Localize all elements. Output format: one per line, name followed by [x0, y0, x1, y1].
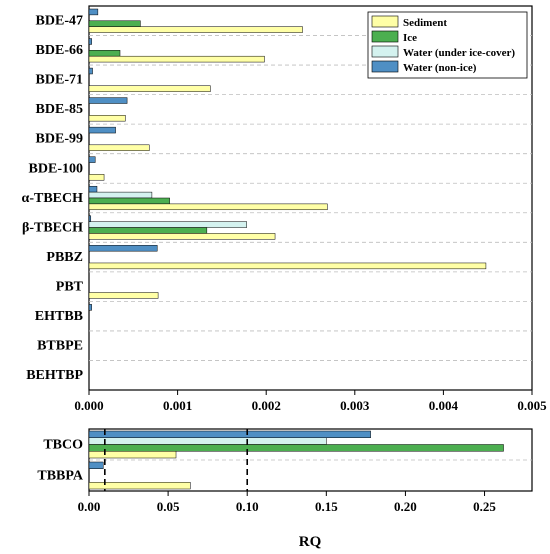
bar-bde-47-water-non-ice: [88, 8, 99, 16]
bar-alpha-tbech-water-non-ice: [88, 185, 98, 193]
legend-swatch-water-under-ice-cover: [371, 45, 399, 58]
legend-swatch-sediment: [371, 15, 399, 28]
category-label-bde-99: BDE-99: [36, 132, 83, 147]
bar-ehtbb-water-non-ice: [88, 304, 92, 311]
bottom-panel: TBCO TBBPA 0.00 0.05 0.10 0.15 0.20 0.25 RQ: [37, 428, 533, 550]
bar-bde-85-water-non-ice: [88, 97, 128, 104]
bar-alpha-tbech-sediment: [88, 203, 328, 211]
x-tick-label: 0.005: [517, 398, 547, 413]
x-tick-label: 0.000: [74, 398, 103, 413]
category-label-bde-66: BDE-66: [36, 43, 83, 58]
bar-bde-99-water-non-ice: [88, 126, 116, 134]
top-bars: [88, 8, 487, 311]
bar-bde-85-sediment: [88, 115, 126, 122]
bar-bde-71-sediment: [88, 85, 211, 92]
bar-tbco-sediment: [88, 451, 177, 459]
bar-beta-tbech-water-non-ice: [88, 215, 92, 222]
category-label-pbbz: PBBZ: [46, 250, 83, 265]
bar-tbco-water-under-ice-cover: [88, 437, 327, 445]
bottom-reference-lines: [104, 429, 249, 491]
legend-swatch-ice: [371, 30, 399, 43]
bar-beta-tbech-sediment: [88, 233, 276, 240]
bar-bde-99-sediment: [88, 144, 150, 151]
x-tick-label: 0.003: [340, 398, 370, 413]
x-tick-label: 0.15: [315, 499, 338, 514]
x-tick-label: 0.002: [252, 398, 281, 413]
x-axis-title: RQ: [299, 534, 322, 550]
bar-alpha-tbech-water-under-ice-cover: [88, 191, 153, 199]
category-label-bde-47: BDE-47: [36, 14, 83, 29]
category-label-beta-tbech: β-TBECH: [22, 220, 83, 235]
category-label-bde-71: BDE-71: [36, 73, 83, 88]
bottom-category-labels: TBCO TBBPA: [37, 437, 84, 483]
bar-alpha-tbech-ice: [88, 197, 170, 205]
category-label-behtbp: BEHTBP: [26, 368, 83, 383]
bar-beta-tbech-ice: [88, 227, 208, 234]
x-tick-label: 0.05: [157, 499, 180, 514]
bar-pbt-sediment: [88, 292, 159, 299]
category-label-ehtbb: EHTBB: [35, 309, 83, 324]
bar-bde-66-sediment: [88, 55, 265, 63]
bar-bde-47-ice: [88, 20, 141, 27]
category-label-tbbpa: TBBPA: [37, 468, 84, 483]
category-label-tbco: TBCO: [43, 437, 83, 452]
bar-tbbpa-sediment: [88, 482, 191, 490]
category-label-pbt: PBT: [56, 279, 84, 294]
bar-tbco-water-non-ice: [88, 430, 371, 438]
bar-bde-47-sediment: [88, 26, 303, 33]
category-label-bde-85: BDE-85: [36, 102, 83, 117]
bar-beta-tbech-water-under-ice-cover: [88, 221, 247, 228]
legend-label-ice: Ice: [403, 32, 417, 44]
bar-pbbz-sediment: [88, 262, 487, 270]
bar-tbco-ice: [88, 444, 504, 452]
top-x-axis: 0.000 0.001 0.002 0.003 0.004 0.005: [74, 390, 547, 413]
top-category-labels: BDE-47 BDE-66 BDE-71 BDE-85 BDE-99 BDE-100 α-T…: [22, 14, 84, 383]
bar-pbbz-water-non-ice: [88, 245, 158, 252]
bar-bde-66-ice: [88, 50, 121, 57]
category-label-btbpe: BTBPE: [37, 339, 83, 354]
legend-label-sediment: Sediment: [403, 17, 447, 29]
top-row-separators: [89, 35, 532, 361]
legend: Sediment Ice Water (under ice-cover) Water …: [367, 11, 528, 79]
x-tick-label: 0.20: [394, 499, 417, 514]
bottom-x-axis: 0.00 0.05 0.10 0.15 0.20 0.25: [78, 491, 496, 514]
bar-bde-71-water-non-ice: [88, 67, 93, 75]
legend-label-water-non-ice: Water (non-ice): [403, 62, 477, 74]
legend-swatch-water-non-ice: [371, 60, 399, 73]
bar-bde-100-water-non-ice: [88, 156, 96, 163]
bar-tbbpa-water-non-ice: [88, 461, 104, 469]
x-tick-label: 0.004: [429, 398, 459, 413]
x-tick-label: 0.00: [78, 499, 101, 514]
top-panel: BDE-47 BDE-66 BDE-71 BDE-85 BDE-99 BDE-100 α-T…: [22, 5, 547, 413]
bottom-bars: [88, 430, 504, 490]
bar-bde-66-water-non-ice: [88, 38, 92, 45]
category-label-alpha-tbech: α-TBECH: [22, 191, 84, 206]
x-tick-label: 0.001: [163, 398, 192, 413]
x-tick-label: 0.10: [236, 499, 259, 514]
bar-bde-100-sediment: [88, 174, 105, 181]
category-label-bde-100: BDE-100: [29, 161, 83, 176]
legend-label-water-under-ice-cover: Water (under ice-cover): [403, 47, 515, 59]
x-tick-label: 0.25: [473, 499, 496, 514]
